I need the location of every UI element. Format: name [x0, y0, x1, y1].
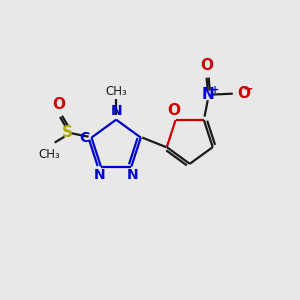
Text: N: N [202, 87, 215, 102]
Text: O: O [167, 103, 180, 118]
Text: CH₃: CH₃ [105, 85, 127, 98]
Text: N: N [110, 104, 122, 118]
Text: −: − [242, 83, 253, 96]
Text: N: N [94, 168, 105, 182]
Text: +: + [211, 85, 219, 94]
Text: CH₃: CH₃ [39, 148, 61, 161]
Text: C: C [79, 130, 89, 145]
Text: O: O [200, 58, 213, 73]
Text: N: N [127, 168, 139, 182]
Text: O: O [52, 97, 66, 112]
Text: S: S [62, 125, 73, 140]
Text: O: O [238, 86, 250, 101]
